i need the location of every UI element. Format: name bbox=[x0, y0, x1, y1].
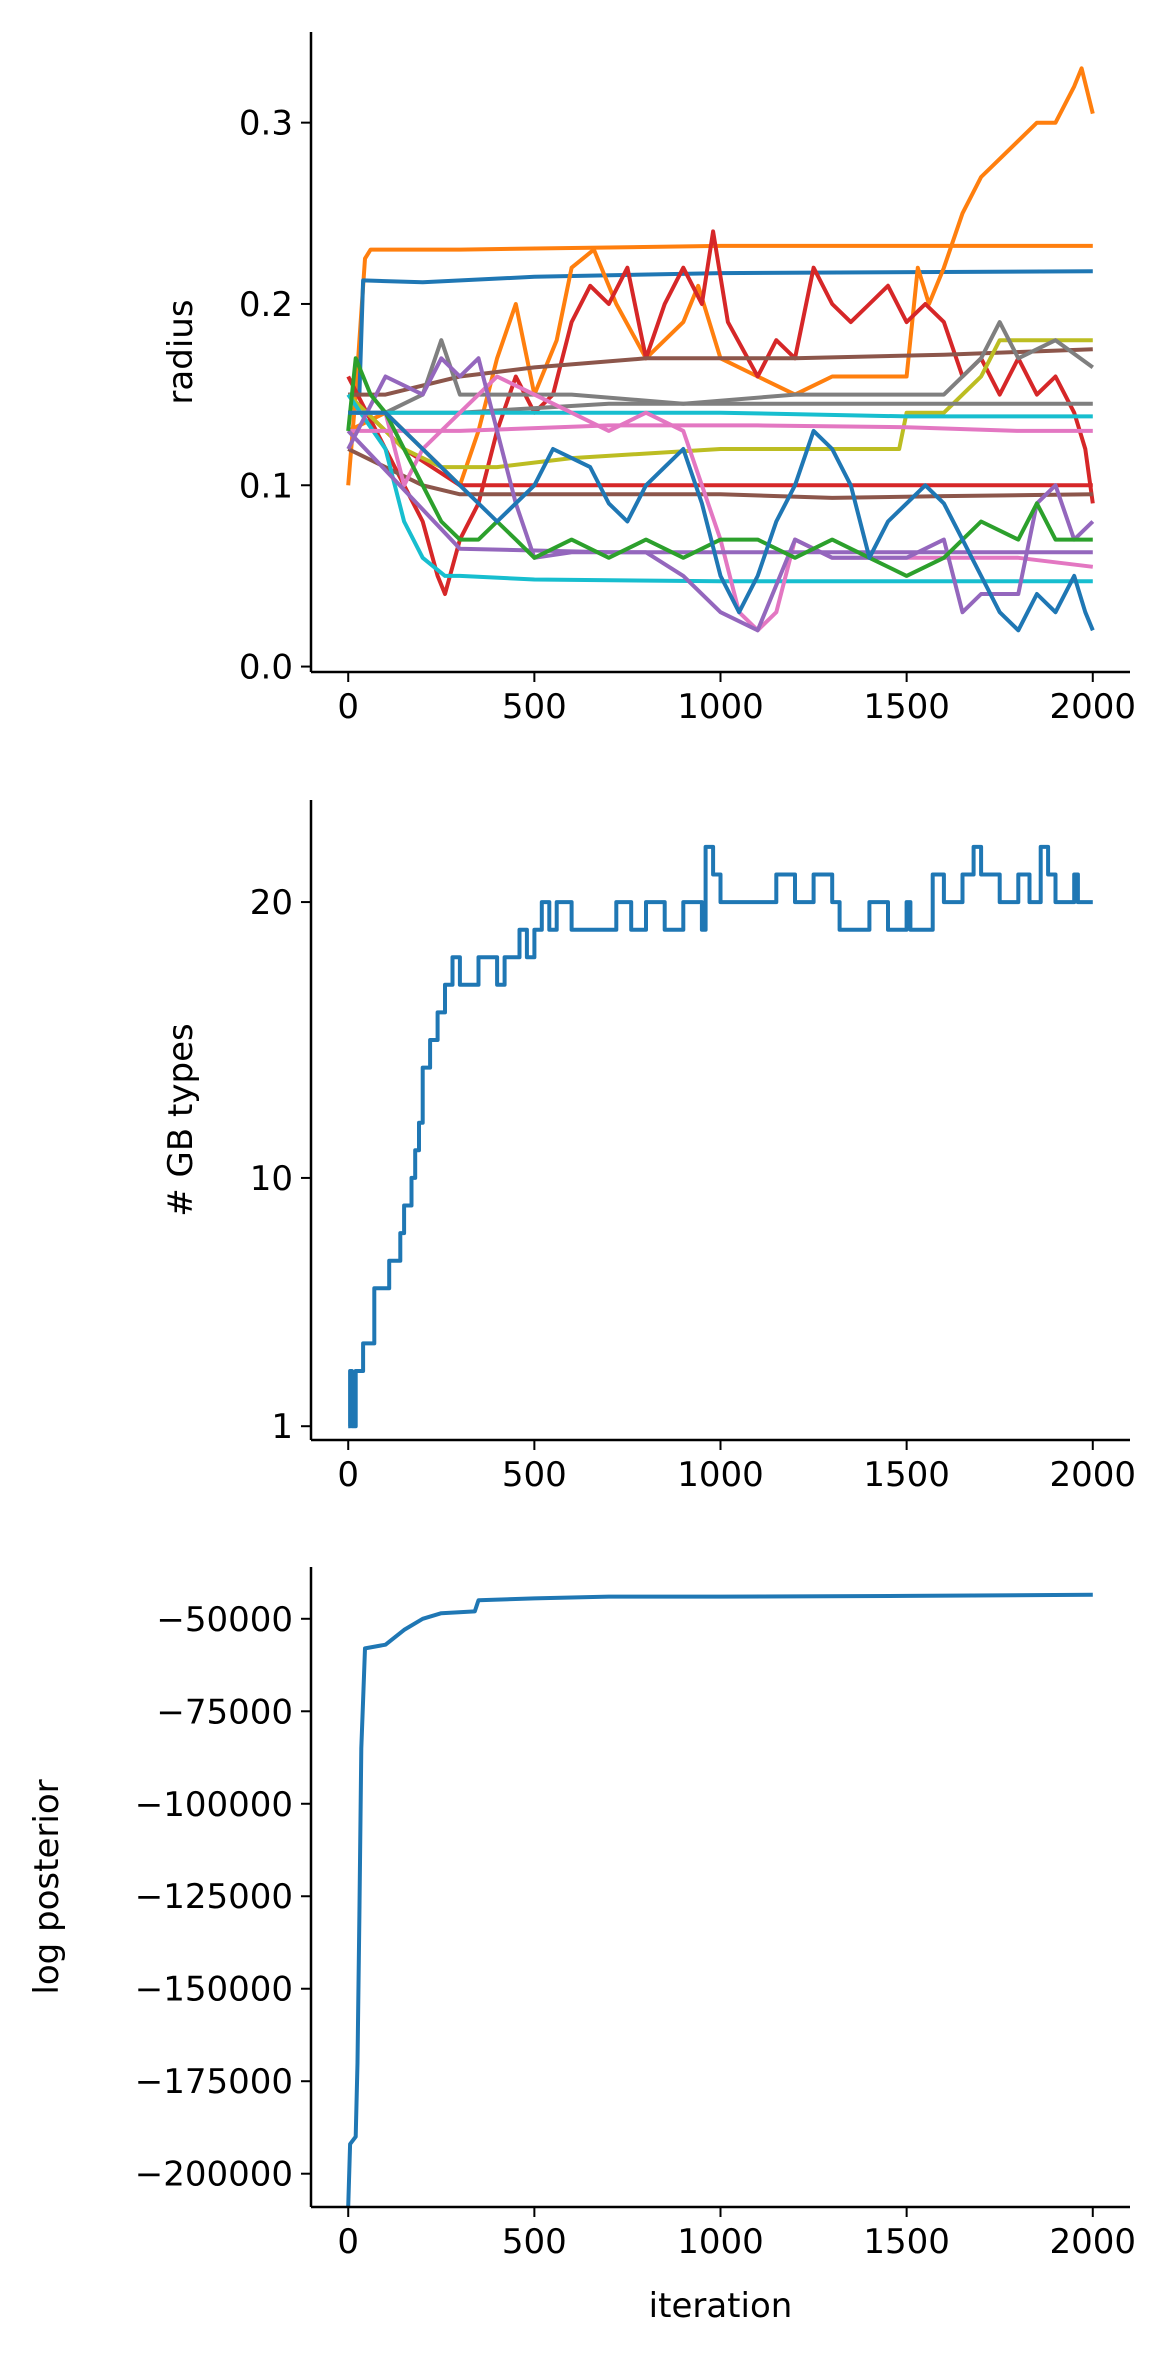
y-axis-label: radius bbox=[161, 299, 201, 404]
x-tick-label: 500 bbox=[502, 687, 567, 727]
x-tick-label: 1500 bbox=[863, 1455, 950, 1495]
series-line-11 bbox=[348, 410, 1093, 419]
series-group bbox=[346, 66, 1095, 633]
y-axis-label: # GB types bbox=[161, 1023, 201, 1216]
x-tick-label: 1000 bbox=[677, 2222, 764, 2262]
series-line-15 bbox=[346, 429, 1093, 555]
y-tick-label: −75000 bbox=[156, 1692, 293, 1732]
series-line-6 bbox=[347, 447, 1093, 500]
series-line-14 bbox=[346, 356, 1095, 633]
y-tick-label: 10 bbox=[250, 1159, 293, 1199]
series-line-17 bbox=[348, 410, 1095, 633]
x-tick-label: 500 bbox=[502, 2222, 567, 2262]
radius-panel: 0 500 1000 1500 2000 0.0 0.1 0.2 0.3 radius bbox=[161, 32, 1136, 727]
series-line-8 bbox=[348, 320, 1094, 415]
y-tick-label: 20 bbox=[250, 883, 293, 923]
x-axis-label: iteration bbox=[649, 2286, 793, 2326]
x-tick-label: 1500 bbox=[863, 687, 950, 727]
y-tick-label: −100000 bbox=[135, 1785, 293, 1825]
series-line-16 bbox=[346, 356, 1093, 578]
y-tick-label: 0.2 bbox=[239, 285, 293, 325]
series-group bbox=[348, 844, 1093, 1429]
y-tick-label: 0.1 bbox=[239, 466, 293, 506]
x-tick-label: 1000 bbox=[677, 687, 764, 727]
y-tick-label: −200000 bbox=[135, 2155, 293, 2195]
gb-types-panel: 0 500 1000 1500 2000 1 10 20 # GB types bbox=[161, 800, 1136, 1495]
x-tick-label: 0 bbox=[337, 1455, 359, 1495]
y-tick-label: −50000 bbox=[156, 1600, 293, 1640]
y-tick-label: 0.3 bbox=[239, 104, 293, 144]
y-tick-label: 1 bbox=[271, 1407, 293, 1447]
series-line-0 bbox=[348, 844, 1093, 1429]
series-line-10 bbox=[346, 393, 1093, 584]
x-tick-label: 2000 bbox=[1050, 1455, 1137, 1495]
series-line-0 bbox=[346, 1592, 1093, 2207]
x-tick-label: 500 bbox=[502, 1455, 567, 1495]
y-tick-label: 0.0 bbox=[239, 648, 293, 688]
series-line-0 bbox=[346, 243, 1093, 486]
series-line-13 bbox=[348, 423, 1093, 433]
x-tick-label: 2000 bbox=[1050, 687, 1137, 727]
series-group bbox=[346, 1592, 1093, 2207]
series-line-5 bbox=[348, 347, 1093, 397]
x-tick-label: 2000 bbox=[1050, 2222, 1137, 2262]
y-tick-label: −125000 bbox=[135, 1877, 293, 1917]
log-posterior-panel: 0 500 1000 1500 2000 −50000 −75000 −100000 −1250… bbox=[27, 1567, 1136, 2326]
y-tick-label: −150000 bbox=[135, 1970, 293, 2010]
x-tick-label: 0 bbox=[337, 2222, 359, 2262]
series-line-2 bbox=[347, 66, 1095, 488]
y-axis-label: log posterior bbox=[27, 1779, 67, 1994]
x-tick-label: 1500 bbox=[863, 2222, 950, 2262]
y-tick-label: −175000 bbox=[135, 2062, 293, 2102]
x-tick-label: 1000 bbox=[677, 1455, 764, 1495]
x-tick-label: 0 bbox=[337, 687, 359, 727]
